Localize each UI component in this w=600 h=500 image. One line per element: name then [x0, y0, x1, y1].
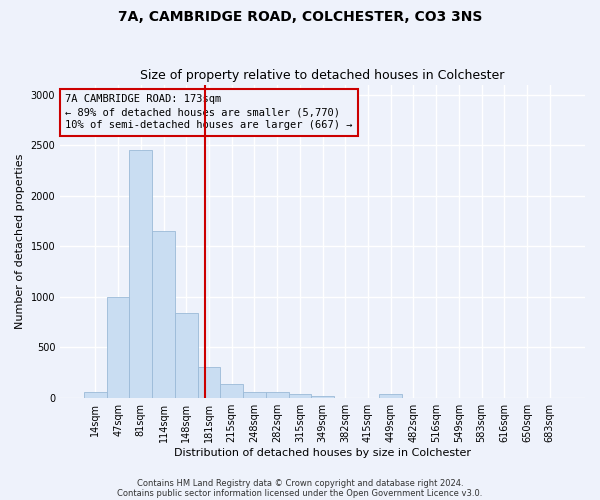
Bar	[107, 296, 130, 398]
Bar	[175, 313, 197, 398]
Bar	[289, 394, 311, 398]
Bar	[130, 150, 152, 398]
Bar	[84, 392, 107, 398]
Bar	[379, 394, 402, 398]
Text: 7A, CAMBRIDGE ROAD, COLCHESTER, CO3 3NS: 7A, CAMBRIDGE ROAD, COLCHESTER, CO3 3NS	[118, 10, 482, 24]
Text: Contains HM Land Registry data © Crown copyright and database right 2024.: Contains HM Land Registry data © Crown c…	[137, 478, 463, 488]
Bar	[243, 392, 266, 398]
X-axis label: Distribution of detached houses by size in Colchester: Distribution of detached houses by size …	[174, 448, 471, 458]
Text: Contains public sector information licensed under the Open Government Licence v3: Contains public sector information licen…	[118, 488, 482, 498]
Bar	[197, 368, 220, 398]
Title: Size of property relative to detached houses in Colchester: Size of property relative to detached ho…	[140, 69, 505, 82]
Text: 7A CAMBRIDGE ROAD: 173sqm
← 89% of detached houses are smaller (5,770)
10% of se: 7A CAMBRIDGE ROAD: 173sqm ← 89% of detac…	[65, 94, 353, 130]
Bar	[311, 396, 334, 398]
Y-axis label: Number of detached properties: Number of detached properties	[15, 154, 25, 329]
Bar	[152, 231, 175, 398]
Bar	[220, 384, 243, 398]
Bar	[266, 392, 289, 398]
